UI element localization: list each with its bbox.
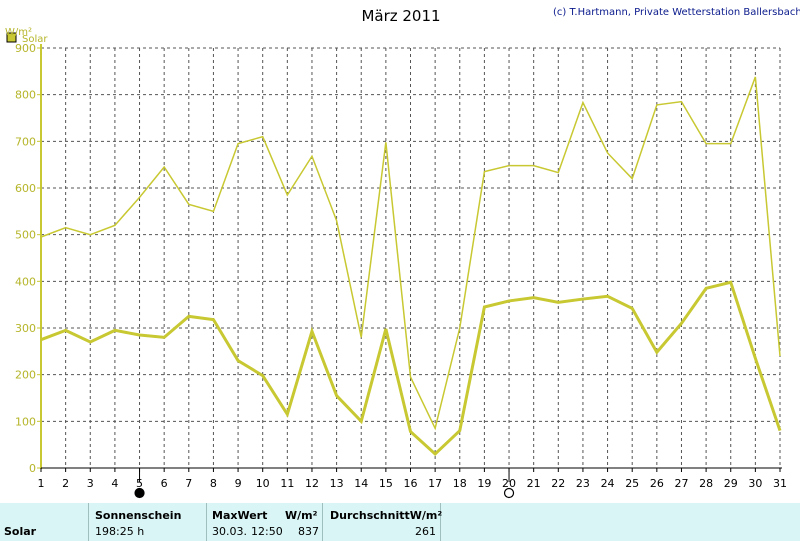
sunshine-header: Sonnenschein (95, 509, 182, 522)
x-tick-label: 31 (773, 477, 787, 490)
x-tick-label: 22 (551, 477, 565, 490)
series-line-max (40, 76, 781, 431)
x-tick-label: 27 (674, 477, 688, 490)
credit-text: (c) T.Hartmann, Private Wetterstation Ba… (553, 7, 800, 18)
y-tick-label: 800 (15, 89, 36, 102)
x-tick-label: 24 (601, 477, 615, 490)
x-tick-label: 28 (699, 477, 713, 490)
x-tick-label: 26 (650, 477, 664, 490)
x-tick-label: 25 (625, 477, 639, 490)
series-line-average (40, 280, 782, 457)
y-tick-label: 600 (15, 182, 36, 195)
avg-header: DurchschnittW/m² (330, 509, 443, 522)
avg-value: 261 (415, 525, 436, 538)
grid (41, 47, 781, 468)
x-tick-label: 14 (354, 477, 368, 490)
legend-label: Solar (22, 34, 48, 45)
series-lines (40, 76, 782, 457)
moon-markers (134, 468, 515, 499)
y-tick-label: 0 (29, 462, 36, 475)
y-tick-label: 700 (15, 135, 36, 148)
chart-title: März 2011 (361, 7, 440, 25)
y-tick-label: 200 (15, 369, 36, 382)
x-tick-label: 5 (136, 477, 143, 490)
full-moon-icon (503, 487, 515, 499)
x-tick-label: 19 (477, 477, 491, 490)
y-tick-label: 100 (15, 415, 36, 428)
x-tick-label: 4 (111, 477, 118, 490)
max-date: 30.03. (212, 525, 247, 538)
x-tick-label: 7 (185, 477, 192, 490)
max-unit: W/m² (285, 509, 318, 522)
max-header: MaxWert (212, 509, 268, 522)
x-tick-label: 15 (379, 477, 393, 490)
x-tick-label: 13 (330, 477, 344, 490)
x-tick-label: 1 (38, 477, 45, 490)
x-tick-label: 9 (235, 477, 242, 490)
x-tick-label: 2 (62, 477, 69, 490)
new-moon-icon (134, 487, 145, 499)
x-tick-label: 29 (724, 477, 738, 490)
y-tick-label: 900 (15, 42, 36, 55)
y-tick-label: 400 (15, 275, 36, 288)
legend-swatch (6, 32, 17, 43)
x-tick-label: 3 (87, 477, 94, 490)
x-tick-label: 8 (210, 477, 217, 490)
x-tick-label: 10 (256, 477, 270, 490)
y-axis-unit: W/m² (5, 27, 32, 38)
x-tick-label: 30 (748, 477, 762, 490)
x-tick-label: 12 (305, 477, 319, 490)
x-tick-label: 21 (527, 477, 541, 490)
max-time: 12:50 (251, 525, 283, 538)
max-value: 837 (298, 525, 319, 538)
sunshine-value: 198:25 h (95, 525, 145, 538)
x-tick-label: 6 (161, 477, 168, 490)
solar-chart: März 2011 (c) T.Hartmann, Private Wetter… (5, 7, 800, 499)
row-label: Solar (4, 525, 37, 538)
axes (37, 44, 782, 472)
x-tick-label: 18 (453, 477, 467, 490)
x-tick-label: 23 (576, 477, 590, 490)
x-tick-label: 17 (428, 477, 442, 490)
x-tick-label: 11 (280, 477, 294, 490)
x-tick-labels: 1 2 3 4 5 6 7 8 9 10 11 12 13 14 15 16 17 18 19 20 21 22 23 24 2… (38, 477, 788, 490)
x-tick-label: 20 (502, 477, 516, 490)
y-tick-label: 500 (15, 229, 36, 242)
x-tick-label: 16 (404, 477, 418, 490)
summary-table: Solar Sonnenschein 198:25 h MaxWert W/m²… (0, 503, 800, 541)
y-tick-labels: 0 100 200 300 400 500 600 700 800 900 (15, 42, 36, 475)
y-tick-label: 300 (15, 322, 36, 335)
